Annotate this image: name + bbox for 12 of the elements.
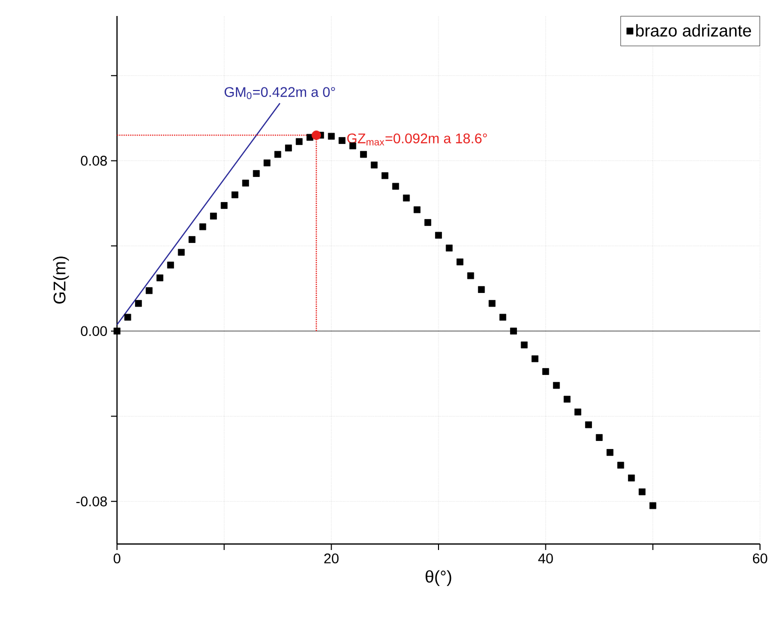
x-tick-label: 0	[114, 553, 120, 564]
y-tick-label: -0.08	[76, 496, 107, 506]
legend-label: brazo adrizante	[636, 24, 752, 37]
y-tick-label: 0.08	[80, 156, 107, 166]
y-axis-title: GZ(m)	[53, 256, 69, 304]
x-tick-label: 60	[752, 553, 768, 564]
x-tick-label: 40	[538, 553, 553, 564]
annotation: GZ$_{max}$=0.092m a 18.6°	[347, 133, 487, 146]
x-tick-label: 20	[324, 553, 339, 564]
y-tick-label: 0.00	[80, 326, 107, 336]
x-axis-title: θ(°)	[426, 570, 452, 586]
annotation: GM$_{0}$=0.422m a 0°	[224, 87, 335, 100]
